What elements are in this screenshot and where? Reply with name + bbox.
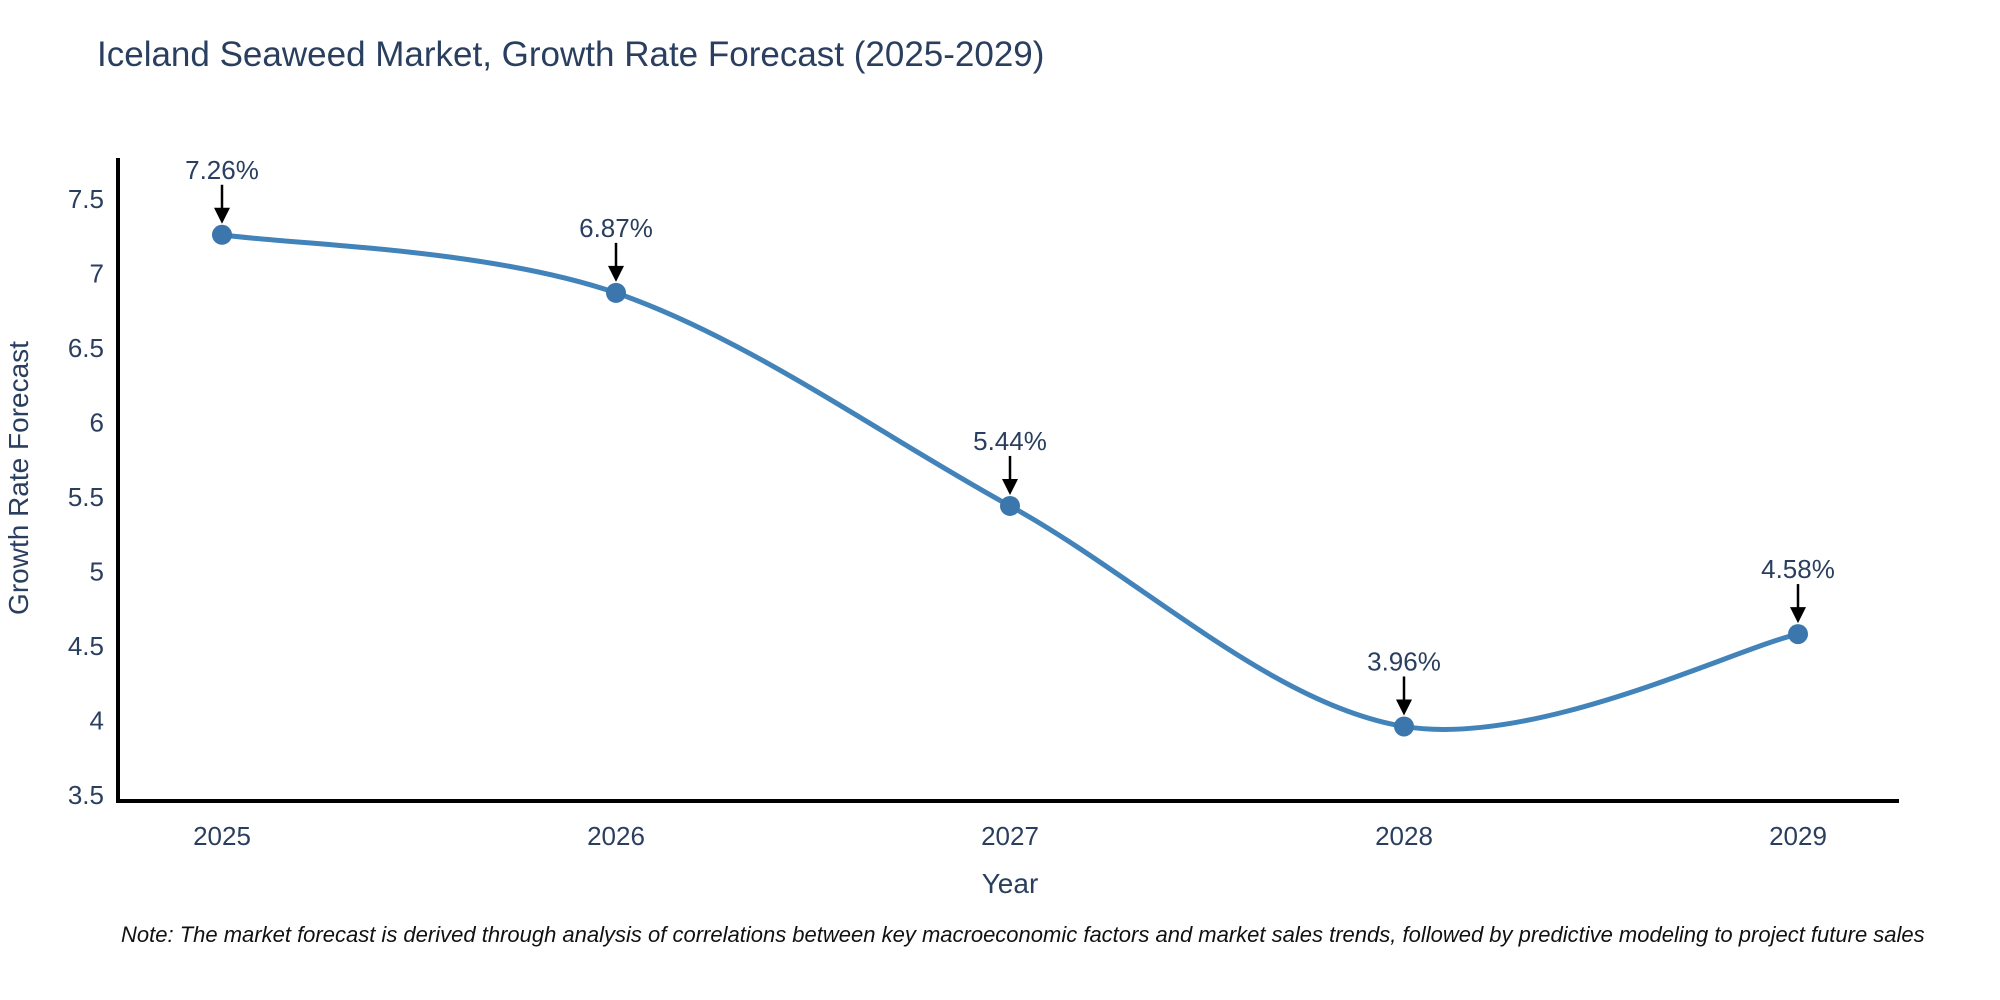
y-tick-label: 4.5 [68, 631, 104, 661]
x-axis-title: Year [982, 868, 1039, 899]
annotation-arrowhead-icon [1002, 478, 1018, 495]
point-annotation: 5.44% [973, 426, 1047, 495]
axis-spines [116, 158, 1899, 803]
data-point-marker [212, 224, 232, 245]
point-annotation: 6.87% [579, 213, 653, 282]
y-tick-label: 3.5 [68, 780, 104, 810]
y-tick-label: 6 [90, 408, 104, 438]
chart-title: Iceland Seaweed Market, Growth Rate Fore… [97, 35, 1044, 74]
x-tick-label: 2027 [981, 821, 1039, 851]
data-point-marker [1788, 624, 1808, 645]
point-annotation-label: 6.87% [579, 213, 653, 243]
point-annotation: 3.96% [1367, 646, 1441, 716]
footnote: Note: The market forecast is derived thr… [121, 922, 1925, 947]
y-axis-tick-labels: 3.5 4 4.5 5 5.5 6 6.5 7 7.5 [68, 184, 104, 810]
point-annotations: 7.26% 6.87% 5.44% 3.96% 4.58% [185, 155, 1835, 716]
annotation-arrowhead-icon [1790, 607, 1806, 624]
series-markers [212, 224, 1808, 737]
y-tick-label: 5 [90, 557, 104, 587]
x-axis-tick-labels: 2025 2026 2027 2028 2029 [193, 821, 1827, 851]
point-annotation: 4.58% [1761, 554, 1835, 624]
point-annotation: 7.26% [185, 155, 259, 224]
point-annotation-label: 3.96% [1367, 646, 1441, 676]
data-point-marker [606, 282, 626, 303]
annotation-arrowhead-icon [608, 265, 624, 282]
point-annotation-label: 4.58% [1761, 554, 1835, 584]
x-tick-label: 2026 [587, 821, 645, 851]
y-tick-label: 7 [90, 259, 104, 289]
point-annotation-label: 7.26% [185, 155, 259, 185]
point-annotation-label: 5.44% [973, 426, 1047, 456]
y-tick-label: 5.5 [68, 482, 104, 512]
x-tick-label: 2025 [193, 821, 251, 851]
data-point-marker [1000, 495, 1020, 516]
y-tick-label: 4 [90, 706, 104, 736]
x-tick-label: 2029 [1769, 821, 1827, 851]
annotation-arrowhead-icon [214, 207, 230, 224]
y-tick-label: 7.5 [68, 184, 104, 214]
y-axis-title: Growth Rate Forecast [3, 341, 34, 615]
annotation-arrowhead-icon [1396, 699, 1412, 716]
data-point-marker [1394, 716, 1414, 737]
x-tick-label: 2028 [1375, 821, 1433, 851]
y-tick-label: 6.5 [68, 333, 104, 363]
